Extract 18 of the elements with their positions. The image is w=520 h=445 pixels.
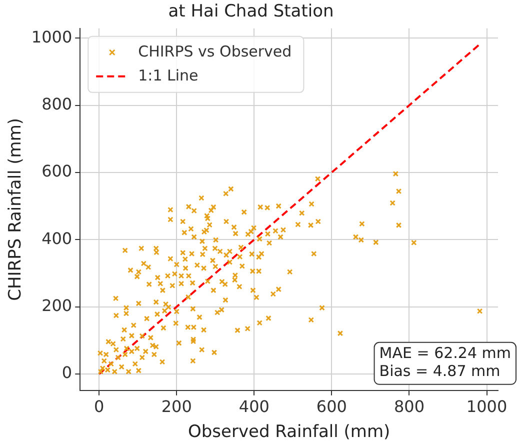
legend-label: 1:1 Line xyxy=(138,66,198,84)
y-tick-label: 600 xyxy=(42,162,72,181)
y-tick-label: 400 xyxy=(42,228,72,248)
y-tick-label: 200 xyxy=(42,296,72,315)
y-tick-label: 0 xyxy=(62,363,72,382)
x-tick-label: 400 xyxy=(238,397,270,416)
chart-title: at Hai Chad Station xyxy=(168,2,334,22)
x-tick-label: 800 xyxy=(394,397,425,416)
x-tick-label: 600 xyxy=(316,397,347,416)
x-axis-title: Observed Rainfall (mm) xyxy=(188,422,390,442)
legend-label: CHIRPS vs Observed xyxy=(138,42,292,60)
y-axis-title: CHIRPS Rainfall (mm) xyxy=(6,118,26,301)
x-tick-label: 1000 xyxy=(466,397,508,416)
annotation: MAE = 62.24 mm Bias = 4.87 mm xyxy=(379,344,511,380)
x-tick-label: 200 xyxy=(161,397,192,416)
y-tick-label: 1000 xyxy=(31,27,72,46)
x-tick-label: 0 xyxy=(94,397,104,416)
y-tick-label: 800 xyxy=(42,94,72,114)
